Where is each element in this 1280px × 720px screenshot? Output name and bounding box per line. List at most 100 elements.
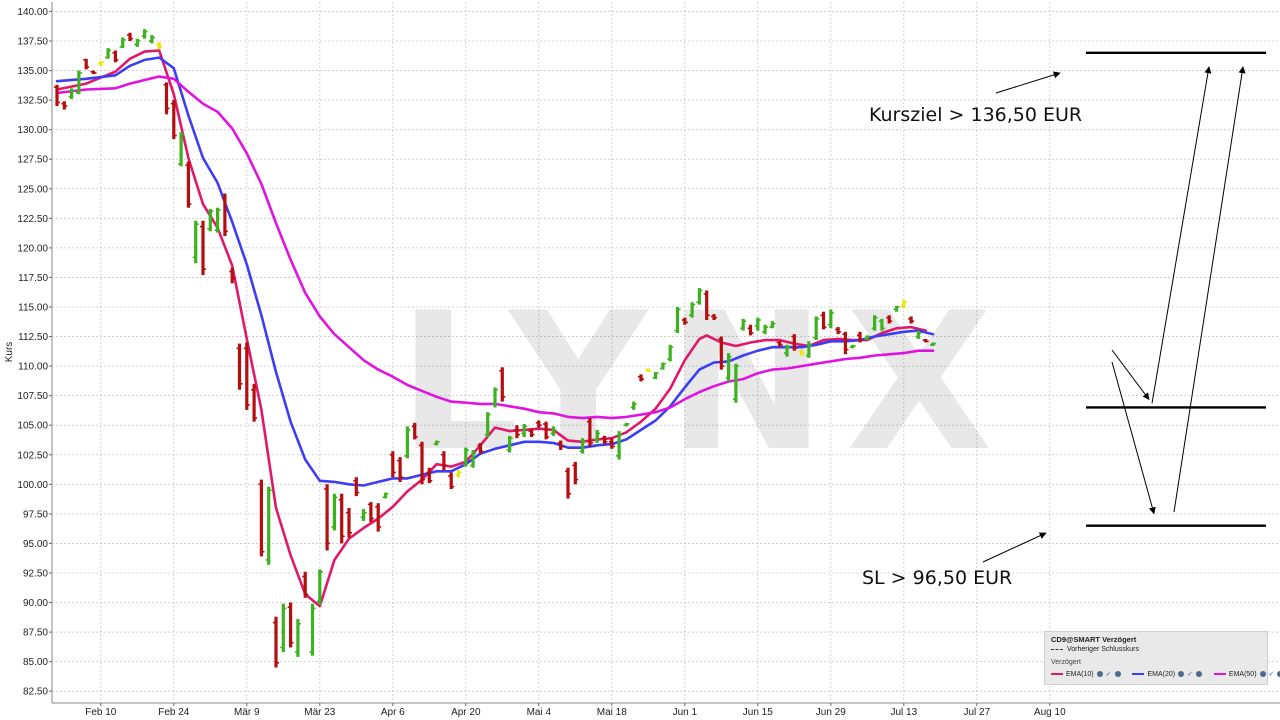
y-tick-label: 120.00: [17, 243, 48, 254]
y-tick-label: 132.50: [17, 96, 48, 107]
ohlc-bar: [747, 324, 754, 336]
ohlc-bar: [849, 344, 856, 349]
ohlc-bar: [601, 435, 608, 445]
legend-item-label: EMA(20): [1147, 671, 1176, 678]
check-icon[interactable]: ✓: [1268, 671, 1275, 678]
legend-item-ema50[interactable]: EMA(50) ✓: [1213, 670, 1280, 678]
y-tick-label: 90.00: [23, 598, 48, 609]
ohlc-bar: [433, 440, 440, 446]
ohlc-bar: [871, 315, 878, 331]
ohlc-bar: [776, 341, 783, 348]
y-tick-label: 122.50: [17, 214, 48, 225]
ohlc-bar: [718, 336, 725, 370]
y-tick-label: 95.00: [23, 539, 48, 550]
ohlc-bar: [827, 309, 834, 329]
ohlc-bar: [674, 306, 681, 333]
y-tick-label: 127.50: [17, 155, 48, 166]
ohlc-bar: [316, 569, 323, 605]
ohlc-bar: [652, 372, 659, 380]
ohlc-bar: [623, 422, 630, 427]
ohlc-bar: [411, 422, 418, 440]
target-label: Kursziel > 136,50 EUR: [869, 104, 1082, 126]
ohlc-bar: [922, 338, 929, 343]
legend-item-ema10[interactable]: EMA(10) ✓: [1051, 670, 1121, 678]
annotation-arrow: [1173, 66, 1246, 513]
ohlc-bar: [681, 317, 688, 325]
ohlc-bar: [740, 318, 747, 331]
ohlc-bar: [506, 435, 513, 453]
ohlc-bar: [105, 48, 112, 59]
x-tick-label: Aug 10: [1034, 707, 1066, 718]
settings-icon[interactable]: [1277, 671, 1280, 678]
ohlc-bar: [375, 503, 382, 532]
ohlc-bar: [163, 82, 170, 115]
ohlc-bar: [557, 440, 564, 451]
legend-prev-close: Vorheriger Schlusskurs: [1051, 646, 1139, 653]
annotation-arrow: [1151, 66, 1212, 404]
stop-label: SL > 96,50 EUR: [862, 567, 1012, 589]
ohlc-bar: [769, 321, 776, 329]
ohlc-bar: [689, 302, 696, 318]
y-tick-label: 100.00: [17, 480, 48, 491]
x-tick-label: Feb 10: [85, 707, 117, 718]
x-tick-label: Mär 23: [304, 707, 336, 718]
ohlc-bar: [185, 161, 192, 208]
ohlc-bar: [178, 132, 185, 167]
ohlc-bar: [492, 387, 498, 408]
ohlc-bar: [594, 429, 601, 443]
ohlc-bar: [565, 467, 571, 499]
ohlc-bar: [170, 100, 177, 140]
y-tick-label: 82.50: [23, 687, 48, 698]
ohlc-bar: [908, 316, 915, 324]
ohlc-bar: [353, 477, 360, 497]
ohlc-bar: [367, 502, 374, 523]
settings-icon[interactable]: [1114, 671, 1121, 678]
ohlc-bar: [477, 442, 484, 454]
ohlc-bar: [535, 420, 542, 428]
annotation-arrows: [982, 66, 1246, 563]
ema-line-ema10: [55, 49, 927, 608]
check-icon[interactable]: ✓: [1105, 671, 1112, 678]
legend-section: Verzögert: [1051, 659, 1081, 666]
ohlc-bar: [134, 38, 141, 47]
ohlc-bar: [711, 314, 717, 320]
legend-items: EMA(10) ✓ EMA(20) ✓ EMA(50) ✓: [1051, 670, 1280, 678]
x-tick-label: Jul 13: [890, 707, 917, 718]
ohlc-bar: [499, 367, 506, 402]
ohlc-bar: [346, 507, 352, 538]
ohlc-bar: [68, 88, 75, 99]
ohlc-bar: [148, 35, 155, 44]
annotation-arrow: [1111, 361, 1156, 515]
legend-item-ema20[interactable]: EMA(20) ✓: [1132, 670, 1202, 678]
ohlc-bar: [221, 193, 228, 237]
ohlc-bar: [550, 426, 557, 436]
ohlc-bar: [725, 353, 732, 382]
y-tick-label: 135.00: [17, 66, 48, 77]
ohlc-bar: [667, 344, 674, 362]
y-tick-label: 115.00: [18, 302, 48, 313]
ohlc-bar: [331, 493, 338, 531]
ohlc-bar: [813, 316, 820, 341]
y-tick-label: 97.50: [23, 509, 48, 520]
y-tick-label: 102.50: [17, 450, 48, 461]
ohlc-bar: [360, 509, 367, 521]
ohlc-bar: [586, 418, 593, 447]
ohlc-bar: [513, 425, 520, 439]
x-axis: Feb 10 Feb 24 Mär 9 Mär 23 Apr 6 Apr 20 Mai 4 M…: [85, 703, 1066, 718]
ohlc-bar: [141, 29, 148, 39]
ohlc-bar: [389, 451, 396, 478]
annotation-arrow: [982, 532, 1047, 563]
ohlc-bar: [294, 619, 301, 657]
ohlc-bar: [579, 438, 586, 454]
x-tick-label: Jun 1: [673, 707, 698, 718]
ohlc-bar: [440, 451, 447, 471]
y-tick-label: 92.50: [23, 568, 48, 579]
ohlc-bar: [484, 412, 491, 438]
x-tick-label: Mai 18: [597, 707, 627, 718]
ohlc-bar: [630, 401, 637, 410]
ohlc-bar: [645, 368, 652, 373]
ohlc-bar: [75, 70, 82, 95]
check-icon[interactable]: ✓: [1187, 671, 1193, 678]
ohlc-bar: [462, 447, 469, 467]
settings-icon[interactable]: [1195, 671, 1202, 678]
